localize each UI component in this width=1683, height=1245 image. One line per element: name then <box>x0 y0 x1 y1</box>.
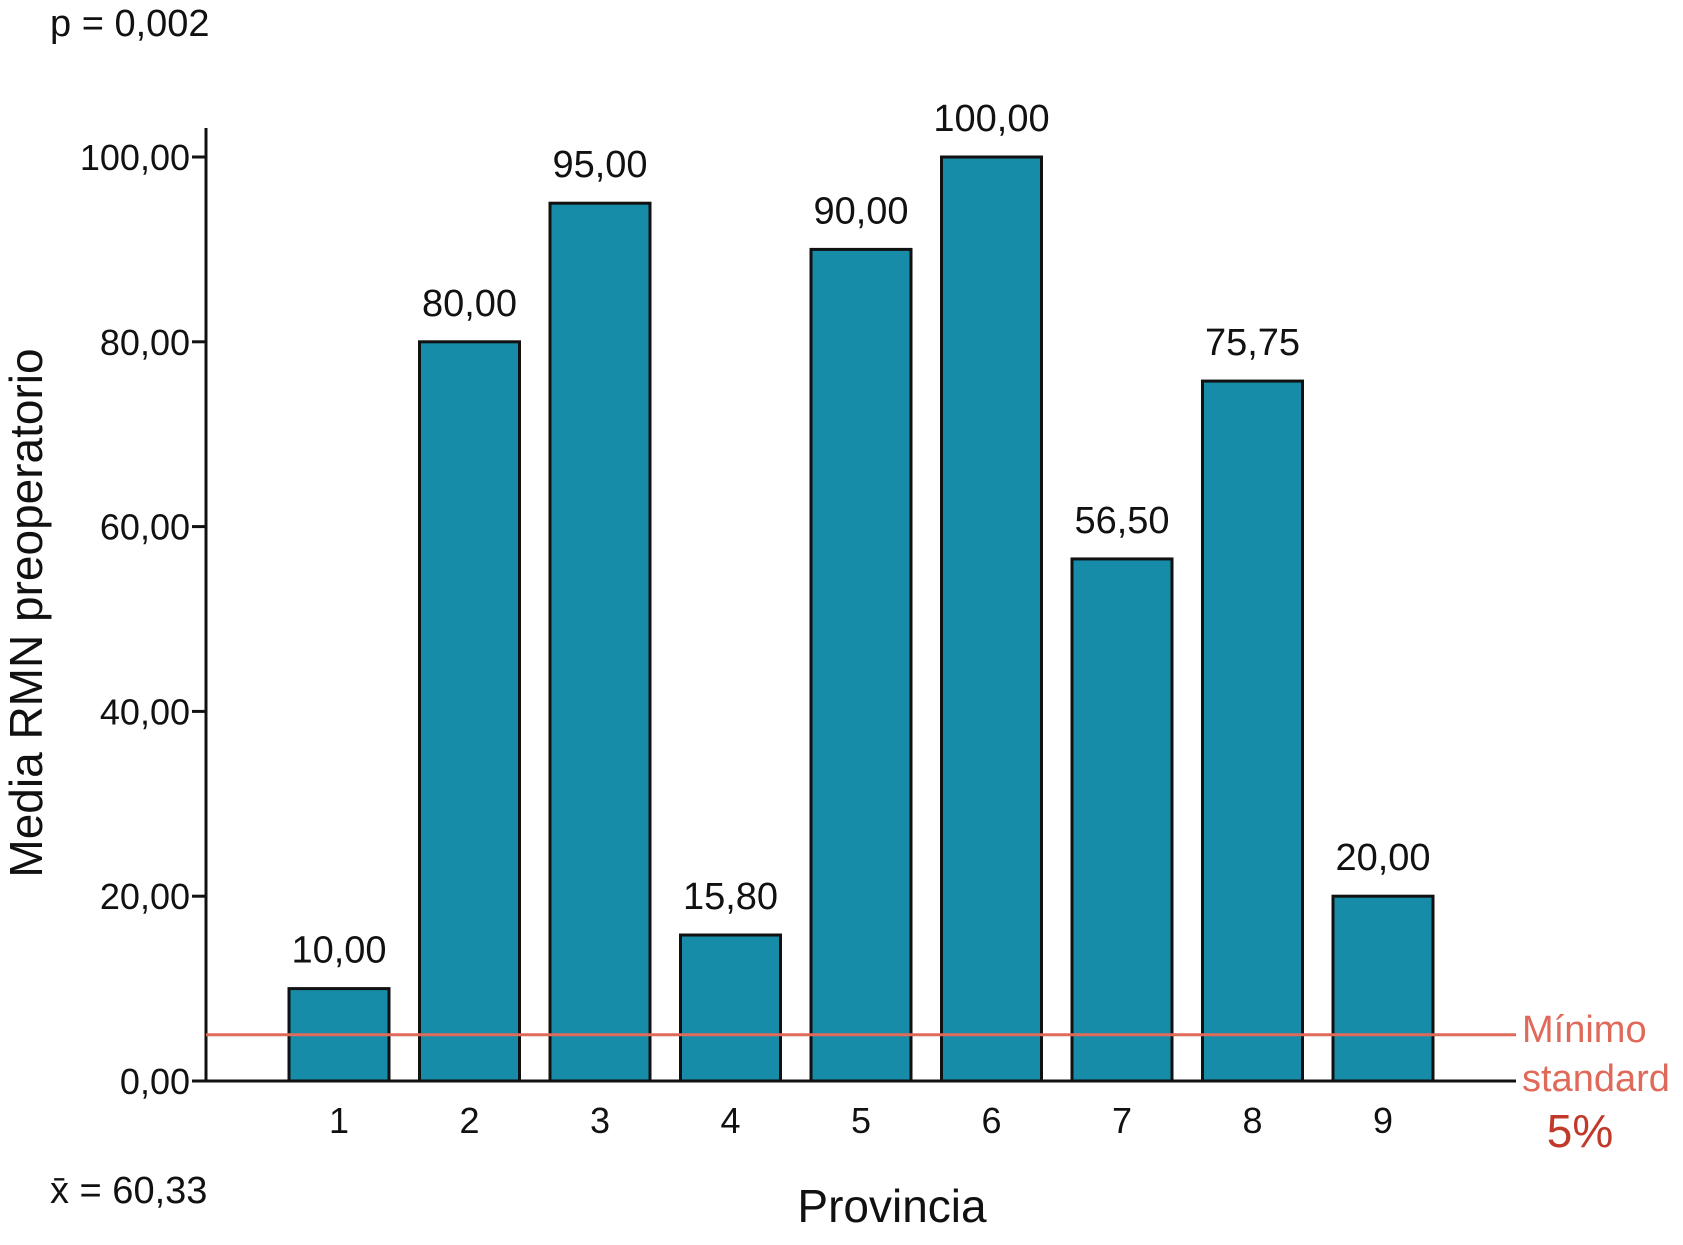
y-tick-label: 60,00 <box>100 507 190 548</box>
bar-2 <box>418 340 521 1083</box>
x-tick-label: 1 <box>329 1100 349 1141</box>
bar-8 <box>1201 379 1304 1083</box>
y-tick-label: 80,00 <box>100 322 190 363</box>
bar-6 <box>940 155 1043 1083</box>
x-axis-title: Provincia <box>797 1180 987 1232</box>
bar-4 <box>679 933 782 1083</box>
bar-value-label: 90,00 <box>813 190 908 232</box>
y-axis-title: Media RMN preoperatorio <box>0 348 52 877</box>
x-tick-label: 4 <box>720 1100 740 1141</box>
bar-value-label: 15,80 <box>683 876 778 918</box>
bar-value-label: 56,50 <box>1074 500 1169 542</box>
bar-5 <box>809 247 913 1083</box>
mean-note: x̄ = 60,33 <box>50 1170 207 1212</box>
y-tick-label: 100,00 <box>80 137 190 178</box>
bar-value-label: 95,00 <box>552 144 647 186</box>
bar-9 <box>1331 894 1435 1083</box>
x-tick-label: 3 <box>590 1100 610 1141</box>
y-tick-label: 40,00 <box>100 691 190 732</box>
reference-label-percent: 5% <box>1547 1105 1613 1157</box>
y-axis: 0,00 20,00 40,00 60,00 80,00 100,00 <box>80 128 208 1102</box>
reference-label-line1: Mínimo <box>1522 1009 1647 1051</box>
y-tick-label: 20,00 <box>100 876 190 917</box>
x-tick-label: 2 <box>459 1100 479 1141</box>
x-tick-label: 6 <box>981 1100 1001 1141</box>
bar-3 <box>548 201 652 1083</box>
bar-value-label: 80,00 <box>422 283 517 325</box>
p-value-note: p = 0,002 <box>50 3 210 45</box>
bar-value-labels: 10,00 80,00 95,00 15,80 90,00 100,00 56,50 75,7… <box>291 98 1430 972</box>
bar-value-label: 10,00 <box>291 930 386 972</box>
bars <box>287 155 1435 1083</box>
x-tick-label: 8 <box>1242 1100 1262 1141</box>
bar-value-label: 20,00 <box>1335 837 1430 879</box>
minimum-standard-reference: Mínimo standard 5% <box>206 1009 1670 1157</box>
y-tick-label: 0,00 <box>120 1061 190 1102</box>
x-tick-label: 7 <box>1112 1100 1132 1141</box>
bar-value-label: 75,75 <box>1205 322 1300 364</box>
bar-value-label: 100,00 <box>933 98 1049 140</box>
bar-7 <box>1070 557 1174 1083</box>
x-axis: 1 2 3 4 5 6 7 8 9 <box>206 1079 1516 1141</box>
x-tick-label: 9 <box>1373 1100 1393 1141</box>
reference-label-line2: standard <box>1522 1058 1670 1100</box>
x-tick-label: 5 <box>851 1100 871 1141</box>
